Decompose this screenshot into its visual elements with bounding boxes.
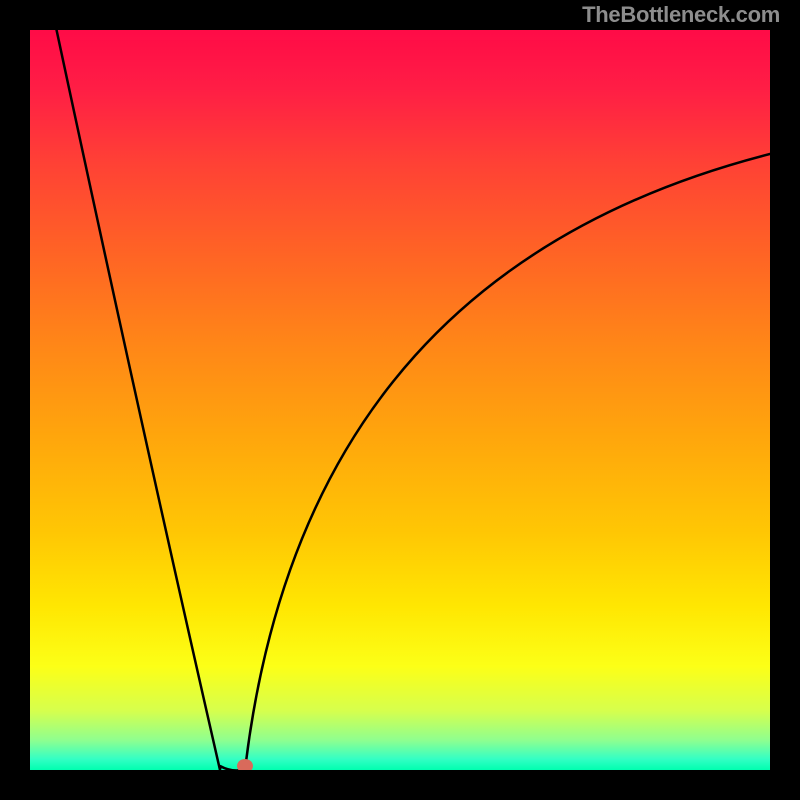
- chart-stage: TheBottleneck.com: [0, 0, 800, 800]
- gradient-background: [30, 30, 770, 770]
- watermark-text: TheBottleneck.com: [582, 2, 780, 28]
- bottleneck-chart: [0, 0, 800, 800]
- plot-area: [30, 0, 770, 773]
